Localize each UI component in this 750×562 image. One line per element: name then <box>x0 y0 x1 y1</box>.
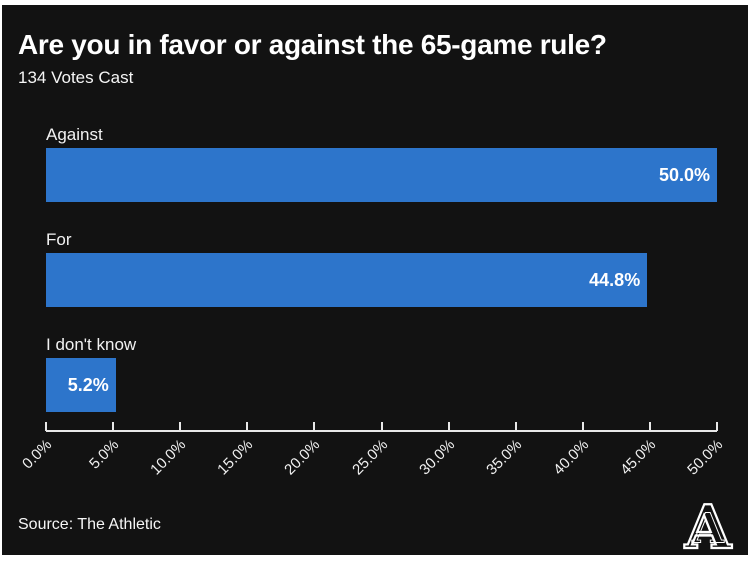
value-label: 44.8% <box>589 269 641 290</box>
bar-2: 5.2% <box>46 358 116 412</box>
bar-0: 50.0% <box>46 148 717 202</box>
value-label: 5.2% <box>67 374 109 395</box>
chart-title: Are you in favor or against the 65-game … <box>18 29 607 60</box>
chart-panel: Are you in favor or against the 65-game … <box>2 5 748 562</box>
value-label: 50.0% <box>658 164 710 185</box>
x-tick-mark <box>447 422 450 431</box>
x-tick-label: 0.0% <box>19 436 56 473</box>
x-tick-label: 35.0% <box>482 436 526 479</box>
x-tick-mark <box>45 422 47 431</box>
x-tick-mark <box>514 422 517 431</box>
athletic-logo-letter: A <box>684 493 733 562</box>
athletic-logo-inline: A <box>691 505 725 553</box>
x-tick-mark <box>380 422 383 431</box>
x-tick-label: 25.0% <box>348 436 391 479</box>
bar-chart-plot: Against 50.0% For 44.8% I don't know 5.2% 0.0… <box>19 5 726 478</box>
x-axis-line <box>46 430 717 432</box>
x-tick-label: 45.0% <box>617 436 660 479</box>
x-tick-mark <box>581 422 584 431</box>
bar-1: 44.8% <box>46 253 648 307</box>
category-label: Against <box>46 125 103 144</box>
category-label: For <box>46 230 72 249</box>
x-tick-mark <box>716 422 718 431</box>
x-tick-mark <box>313 422 316 431</box>
x-tick-mark <box>179 422 182 431</box>
source-credit: Source: The Athletic <box>18 516 161 533</box>
votes-cast-subtitle: 134 Votes Cast <box>18 68 134 87</box>
x-tick-label: 30.0% <box>415 436 458 479</box>
x-tick-label: 40.0% <box>550 436 593 479</box>
x-tick-label: 20.0% <box>281 436 324 479</box>
x-tick-label: 5.0% <box>86 436 123 473</box>
x-tick-mark <box>648 422 651 431</box>
x-tick-mark <box>112 422 115 431</box>
category-label: I don't know <box>46 335 137 354</box>
athletic-logo: A A <box>683 492 734 562</box>
x-tick-label: 10.0% <box>147 436 190 479</box>
x-tick-mark <box>246 422 249 431</box>
x-tick-label: 15.0% <box>214 436 257 479</box>
